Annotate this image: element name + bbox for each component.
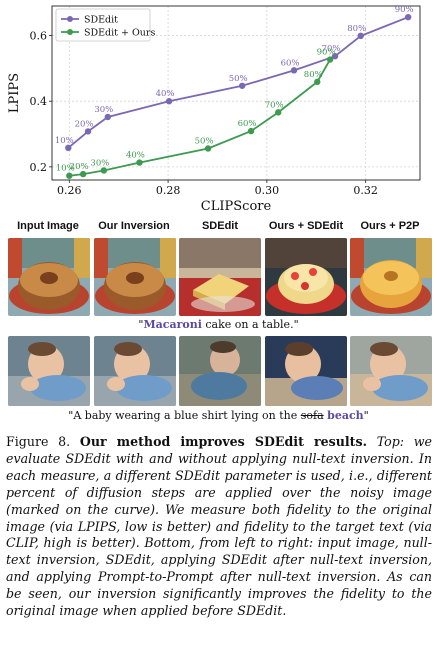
legend-label: SDEdit + Ours: [84, 28, 155, 39]
point-label: 60%: [238, 119, 257, 129]
x-tick-label: 0.26: [57, 184, 82, 197]
y-tick-label: 0.6: [30, 30, 48, 43]
point-label: 70%: [265, 100, 284, 110]
data-point: [104, 113, 112, 121]
data-point: [404, 13, 412, 21]
col-header-input-image: Input Image: [17, 220, 79, 232]
point-label: 40%: [126, 151, 145, 161]
figure-caption: Figure 8. Our method improves SDEdit res…: [6, 434, 432, 620]
baby-prompt-caption: "A baby wearing a blue shirt lying on th…: [68, 409, 369, 422]
y-tick-label: 0.4: [30, 95, 48, 108]
cake-sdedit-image: [179, 238, 261, 316]
point-label: 80%: [347, 24, 366, 34]
data-point: [357, 32, 364, 40]
x-axis-label: CLIPScore: [201, 199, 272, 214]
data-point: [331, 53, 339, 60]
cake-prompt-highlight: Macaroni: [143, 318, 202, 331]
data-point: [100, 167, 108, 174]
baby-prompt-strikethrough: sofa: [300, 409, 324, 422]
data-point: [65, 144, 72, 152]
figure-label: Figure 8.: [6, 434, 71, 449]
data-point: [79, 170, 87, 178]
data-point: [326, 56, 334, 63]
point-label: 90%: [395, 5, 414, 15]
lpips-clip-chart: 0.26 0.28 0.30 0.32 0.2 0.4 0.6 CLIPScore LPIPS 1…: [7, 5, 421, 214]
baby-our-inversion-image: [94, 336, 176, 406]
point-label: 30%: [90, 158, 109, 168]
baby-ours-sdedit-image: [265, 336, 347, 406]
point-label: 10%: [56, 164, 75, 174]
data-point: [204, 145, 212, 152]
plot-frame: [51, 5, 421, 181]
x-tick-label: 0.30: [255, 184, 280, 197]
data-point: [275, 109, 282, 116]
y-tick-label: 0.2: [30, 161, 48, 174]
figure-caption-body: Top: we evaluate SDEdit with and without…: [6, 434, 432, 619]
x-tick-label: 0.32: [353, 184, 378, 197]
cake-ours-sdedit-image: [265, 238, 347, 316]
data-point: [247, 127, 255, 135]
data-point: [290, 67, 298, 74]
baby-ours-p2p-image: [350, 336, 432, 406]
legend-box: [55, 8, 151, 42]
legend-label: SDEdit: [84, 15, 118, 26]
point-label: 60%: [281, 58, 300, 68]
baby-prompt-highlight: beach: [327, 409, 364, 422]
legend-swatch-marker: [67, 16, 73, 22]
point-label: 80%: [304, 70, 323, 80]
data-point: [136, 159, 143, 166]
baby-sdedit-image: [179, 336, 261, 406]
data-point: [66, 172, 73, 179]
point-label: 40%: [156, 89, 175, 99]
point-label: 30%: [94, 105, 113, 115]
x-tick-label: 0.28: [156, 184, 181, 197]
figure-caption-title: Our method improves SDEdit results.: [79, 434, 367, 449]
point-label: 20%: [75, 119, 94, 129]
data-point: [165, 98, 173, 105]
point-label: 50%: [195, 136, 214, 146]
point-label: 50%: [229, 74, 248, 84]
point-label: 70%: [322, 44, 341, 54]
cake-ours-p2p-image: [350, 238, 432, 316]
y-axis-label: LPIPS: [7, 73, 22, 113]
point-label: 90%: [317, 48, 336, 58]
col-header-ours-p2p: Ours + P2P: [360, 220, 420, 232]
data-point: [84, 128, 92, 135]
data-point: [314, 78, 321, 86]
col-header-our-inversion: Our Inversion: [98, 220, 170, 232]
cake-input-image: [8, 238, 90, 316]
cake-prompt-caption: "Macaroni cake on a table.": [138, 318, 299, 331]
baby-input-image: [8, 336, 90, 406]
point-label: 10%: [55, 136, 74, 146]
col-header-ours-sdedit: Ours + SDEdit: [268, 220, 344, 232]
point-label: 20%: [70, 162, 89, 172]
legend-swatch-marker: [67, 29, 73, 35]
col-header-sdedit: SDEdit: [201, 220, 239, 232]
cake-our-inversion-image: [94, 238, 176, 316]
data-point: [238, 82, 246, 89]
